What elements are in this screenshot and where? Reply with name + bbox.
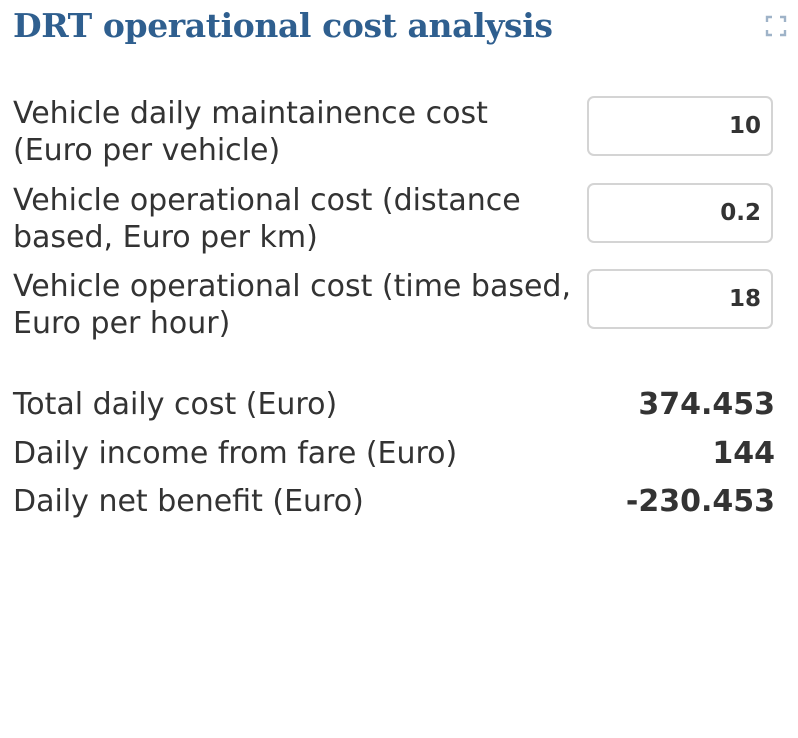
- time-cost-input[interactable]: [587, 269, 773, 329]
- time-cost-label: Vehicle operational cost (time based, Eu…: [13, 269, 572, 341]
- maintenance-cost-input[interactable]: [587, 96, 773, 156]
- net-benefit-value: -230.453: [625, 484, 775, 519]
- time-cost-row: Vehicle operational cost (time based, Eu…: [13, 268, 775, 355]
- fare-income-row: Daily income from fare (Euro) 144: [13, 430, 775, 479]
- total-cost-value: 374.453: [638, 387, 775, 422]
- cost-results: Total daily cost (Euro) 374.453 Daily in…: [13, 381, 775, 527]
- panel-title: DRT operational cost analysis: [13, 6, 553, 45]
- net-benefit-row: Daily net benefit (Euro) -230.453: [13, 478, 775, 527]
- expand-icon[interactable]: [765, 15, 787, 37]
- fare-income-label: Daily income from fare (Euro): [13, 435, 458, 471]
- maintenance-cost-label: Vehicle daily maintainence cost (Euro pe…: [13, 96, 488, 168]
- total-cost-label: Total daily cost (Euro): [13, 387, 338, 422]
- fare-income-value: 144: [712, 435, 775, 471]
- net-benefit-label: Daily net benefit (Euro): [13, 484, 364, 519]
- maintenance-cost-row: Vehicle daily maintainence cost (Euro pe…: [13, 95, 775, 182]
- distance-cost-label: Vehicle operational cost (distance based…: [13, 182, 521, 255]
- distance-cost-input[interactable]: [587, 182, 773, 243]
- cost-inputs: Vehicle daily maintainence cost (Euro pe…: [13, 95, 775, 355]
- total-cost-row: Total daily cost (Euro) 374.453: [13, 381, 775, 430]
- distance-cost-row: Vehicle operational cost (distance based…: [13, 182, 775, 269]
